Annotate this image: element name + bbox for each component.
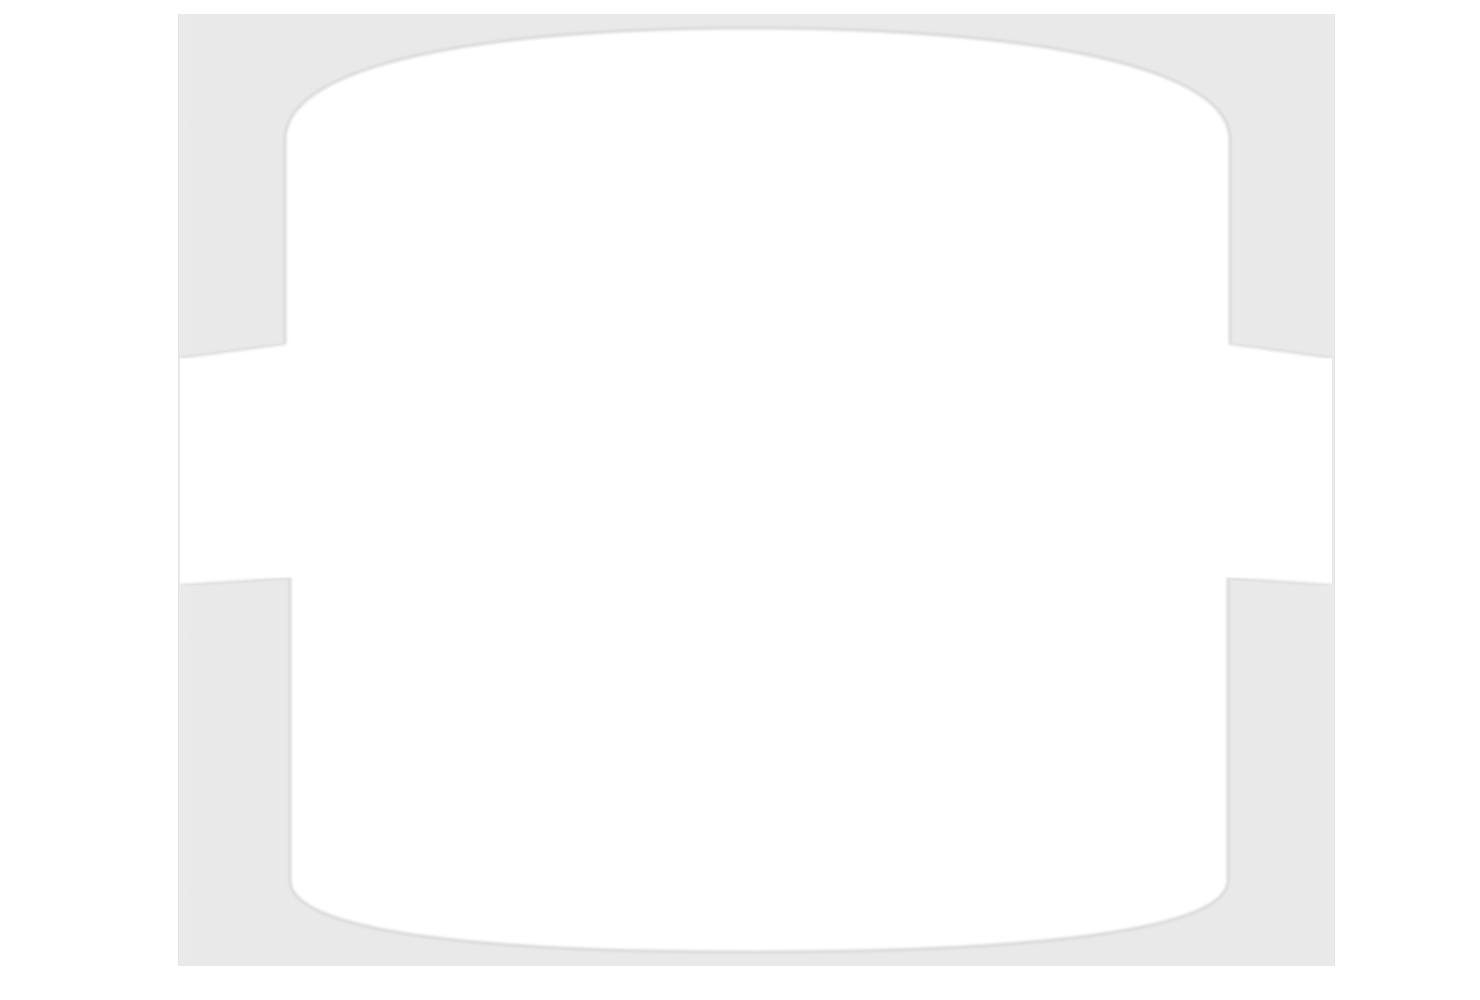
band-edge-bottom-left — [179, 577, 291, 586]
band-edge-top-right — [1229, 343, 1333, 359]
inner-barrel-shape — [285, 28, 1230, 952]
band-edge-bottom-right — [1227, 577, 1333, 586]
band-edge-top-left — [179, 343, 286, 359]
inner-barrel-outline — [283, 26, 1232, 954]
